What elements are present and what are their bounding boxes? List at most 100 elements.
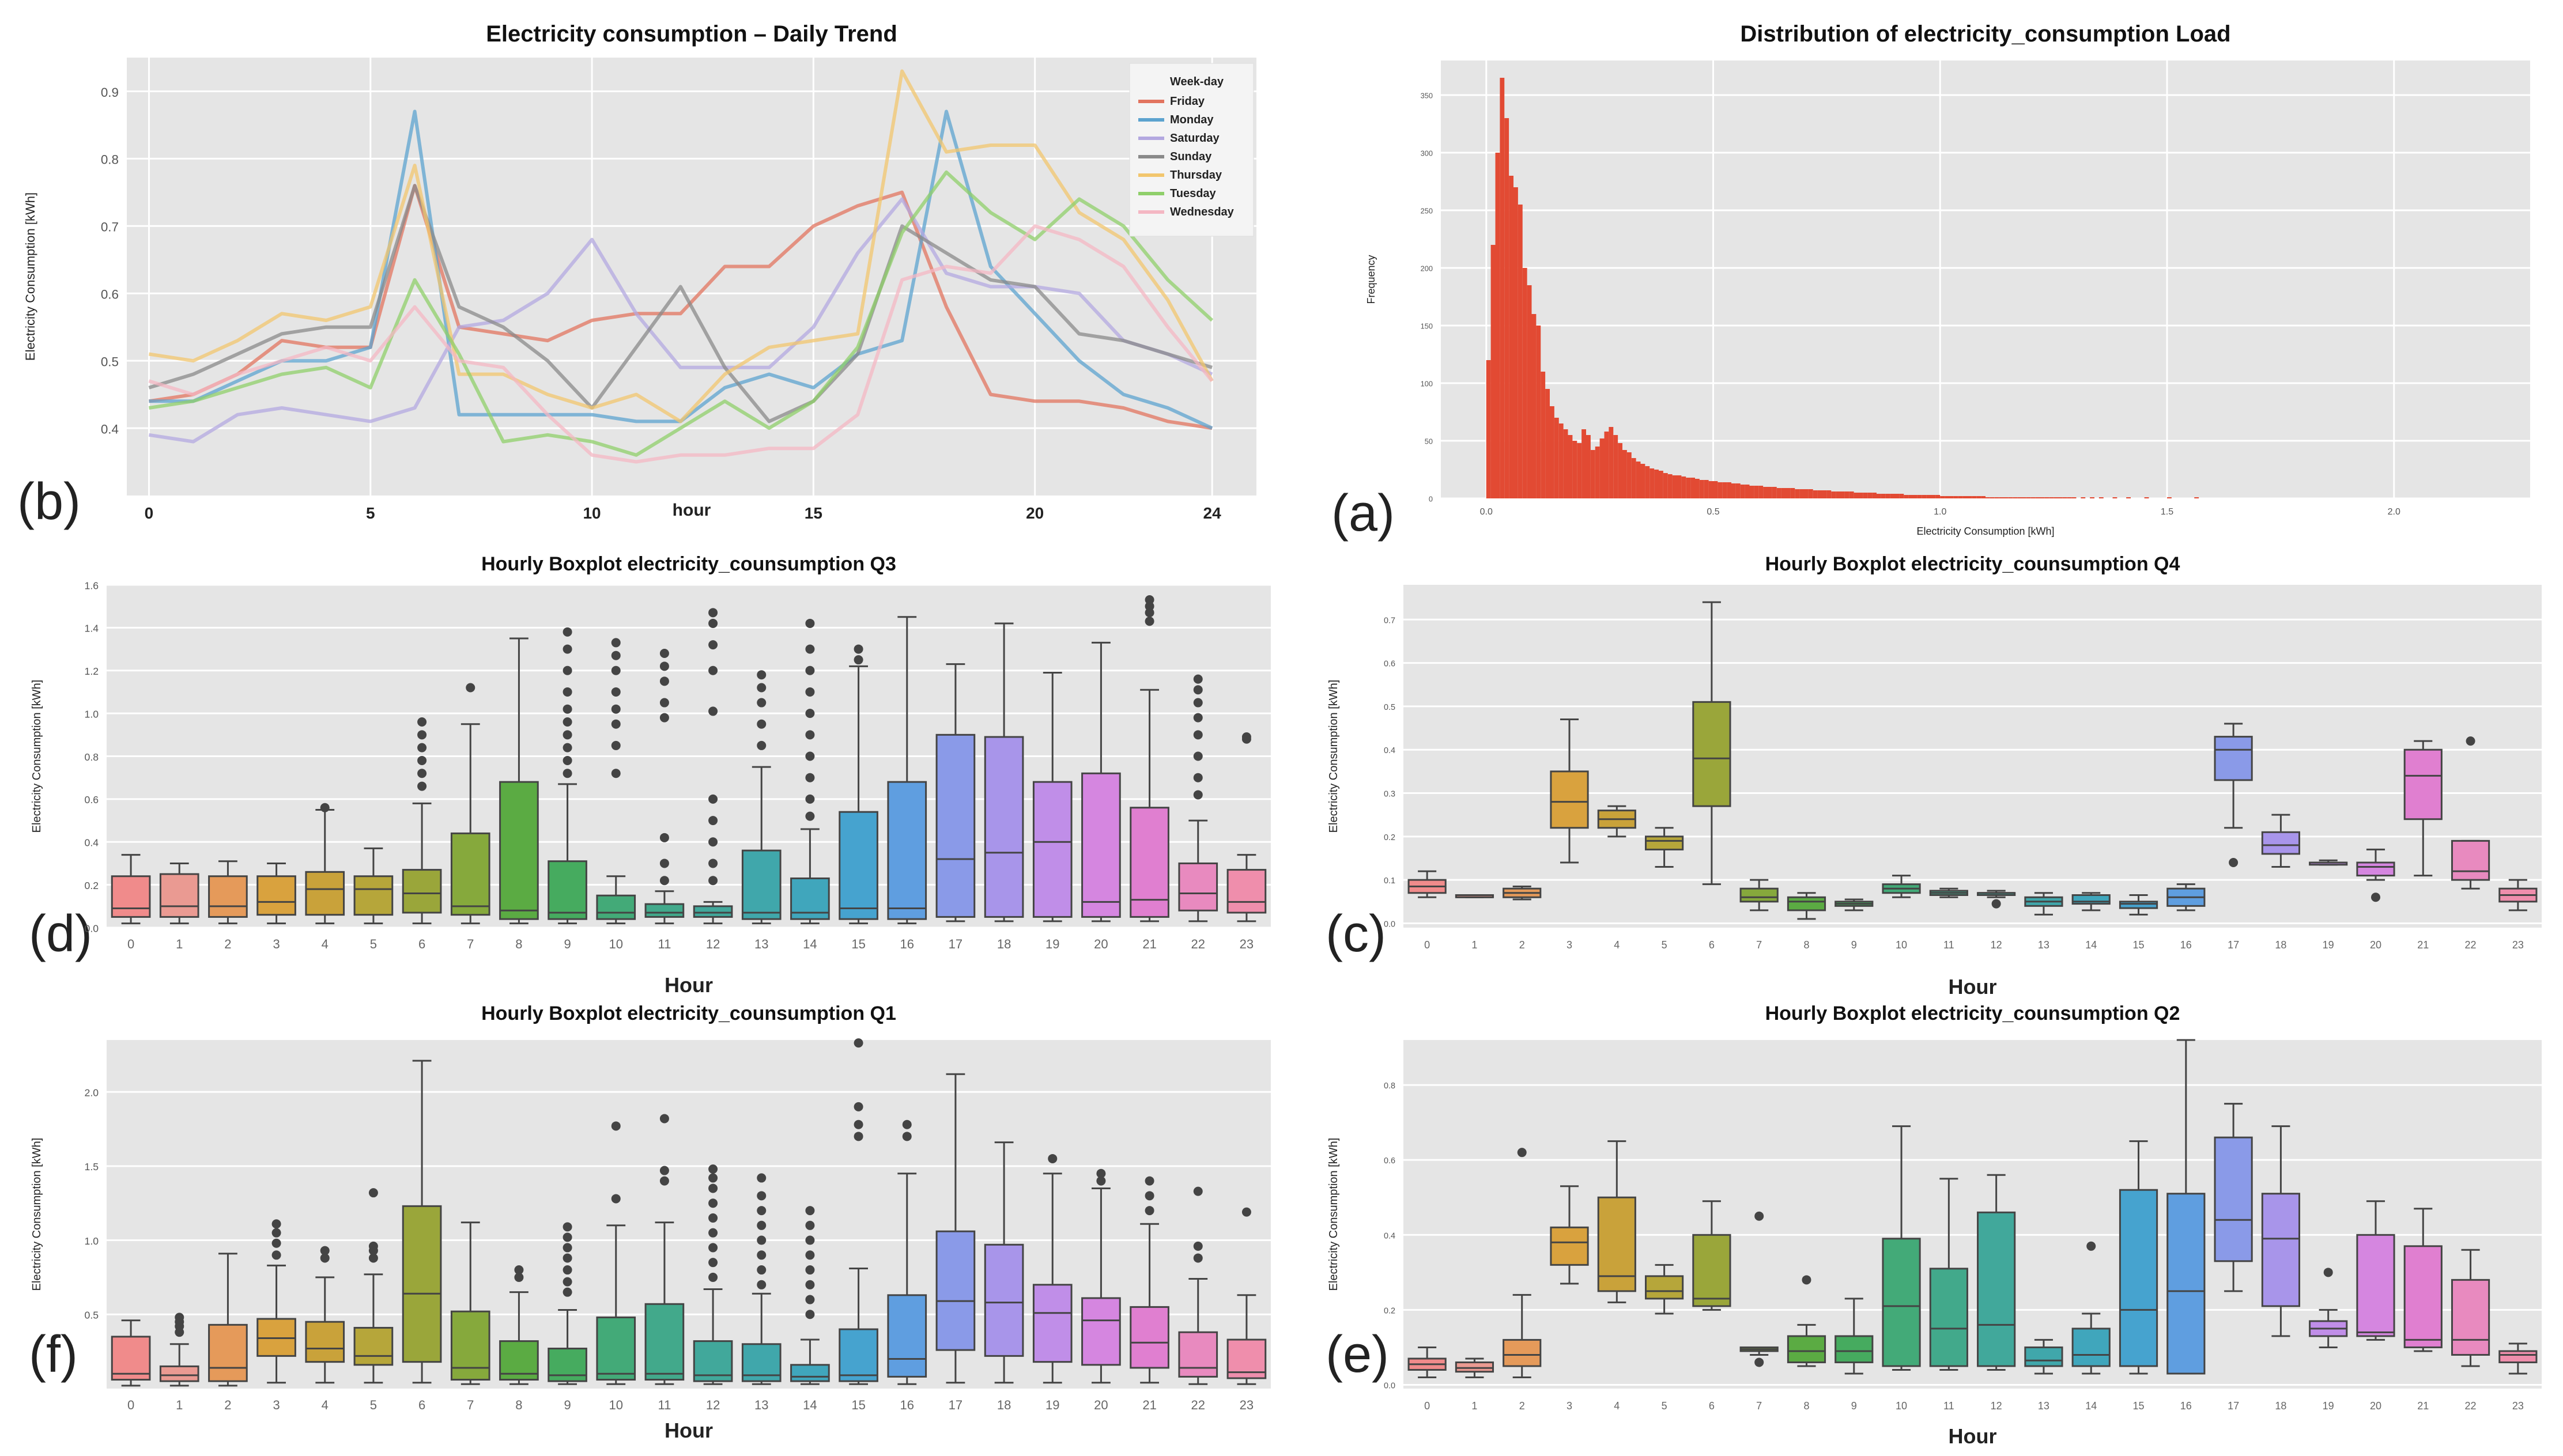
x-tick-label: 14 [803,937,817,951]
box-outlier [708,816,718,826]
chart-title: Distribution of electricity_consumption … [1740,21,2230,47]
x-tick-label: 10 [583,504,601,522]
histogram-bar [1776,488,1781,498]
histogram-bar [1763,487,1768,498]
daily-trend-svg: Electricity consumption – Daily Trend hou… [23,21,1256,522]
box-outlier [805,773,815,782]
box-iqr [402,1205,442,1363]
box-iqr [1929,1268,1968,1367]
box-iqr [353,1326,394,1366]
box-outlier [1145,608,1154,618]
x-tick-label: 23 [2512,1400,2524,1412]
x-tick-label: 12 [1991,1400,2002,1412]
boxplot-q3-svg: Hourly Boxplot electricity_counsumption … [31,553,1271,997]
histogram-bar [2040,497,2045,498]
x-tick-label: 11 [1943,1400,1954,1412]
box-outlier [805,1280,815,1289]
y-tick-label: 0.5 [85,1310,99,1321]
x-tick-label: 11 [658,1398,671,1412]
histogram-bar [1962,496,1968,498]
panel-label-d: (d) [29,905,92,963]
boxplot-q2-chart: Hourly Boxplot electricity_counsumption … [1320,997,2563,1456]
histogram-bar [1999,497,2004,498]
histogram-bar [1554,418,1559,498]
histogram-bar [1568,435,1573,498]
box-iqr [548,1347,587,1382]
box-iqr [1178,862,1218,912]
histogram-bar [2022,497,2026,498]
histogram-bar [2081,497,2086,498]
box-outlier [708,1272,718,1282]
histogram-bar [1681,476,1686,498]
box-iqr [2071,894,2111,905]
box-iqr [1550,1226,1589,1266]
legend-label-thursday: Thursday [1170,169,1222,181]
y-tick-label: 1.4 [85,623,99,634]
x-tick-label: 17 [2228,1400,2239,1412]
x-tick-label: 22 [2465,1400,2477,1412]
y-tick-label: 0.6 [101,288,119,302]
histogram-bar [1518,205,1523,498]
histogram-bar [2126,497,2131,498]
histogram-bar [1885,494,1890,498]
x-tick-label: 0.5 [1707,507,1719,517]
x-tick-label: 3 [273,1398,280,1412]
x-tick-label: 1 [176,937,183,951]
load-distribution-svg: Distribution of electricity_consumption … [1365,21,2530,537]
x-tick-label: 2.0 [2388,507,2400,517]
box-outlier [805,644,815,654]
box-iqr [548,860,587,920]
histogram-bar [1953,496,1958,498]
x-tick-label: 7 [467,937,474,951]
x-tick-label: 10 [1896,1400,1907,1412]
x-tick-label: 7 [1756,1400,1762,1412]
box-iqr [450,832,490,916]
plot-area [1403,585,2542,928]
histogram-bar [1799,489,1804,498]
box-outlier [611,740,621,750]
box-outlier [708,1173,718,1183]
y-tick-label: 0 [1429,494,1433,503]
histogram-bar [1490,245,1496,498]
x-axis-label: Hour [1949,1424,1997,1448]
box-iqr [596,894,636,920]
histogram-bar [2003,497,2009,498]
x-tick-label: 0 [145,504,154,522]
histogram-bar [1558,423,1564,498]
x-tick-label: 24 [1203,504,1222,522]
histogram-bar [1813,490,1818,498]
box-iqr [1032,1284,1073,1363]
box-iqr [1503,1338,1542,1367]
y-tick-label: 1.6 [85,580,99,591]
histogram-bar [1604,432,1609,498]
histogram-bar [1640,464,1645,498]
box-outlier [757,1191,767,1201]
histogram-bar [2013,497,2018,498]
histogram-bar [2026,497,2031,498]
y-tick-label: 100 [1421,379,1433,388]
x-tick-label: 19 [1045,1398,1059,1412]
histogram-bar [1790,488,1795,498]
x-tick-label: 15 [2133,939,2145,951]
box-outlier [757,698,767,708]
histogram-bar [1890,494,1895,498]
y-tick-label: 0.4 [1384,1231,1395,1241]
box-outlier [320,1253,330,1263]
histogram-bar [1863,493,1868,498]
histogram-bar [1699,480,1704,498]
x-tick-label: 11 [1943,939,1954,951]
x-tick-label: 4 [322,1398,329,1412]
box-iqr [1692,701,1731,807]
x-tick-label: 21 [1142,1398,1156,1412]
histogram-bar [1768,487,1772,498]
histogram-bar [1541,372,1546,498]
histogram-bar [2035,497,2040,498]
box-outlier [708,794,718,804]
x-tick-label: 8 [1803,939,1809,951]
panel-label-a: (a) [1331,485,1395,542]
histogram-bar [1495,153,1500,498]
box-iqr [1739,887,1779,903]
box-iqr [1835,1335,1874,1363]
box-outlier [417,743,427,752]
x-tick-label: 0 [127,937,134,951]
